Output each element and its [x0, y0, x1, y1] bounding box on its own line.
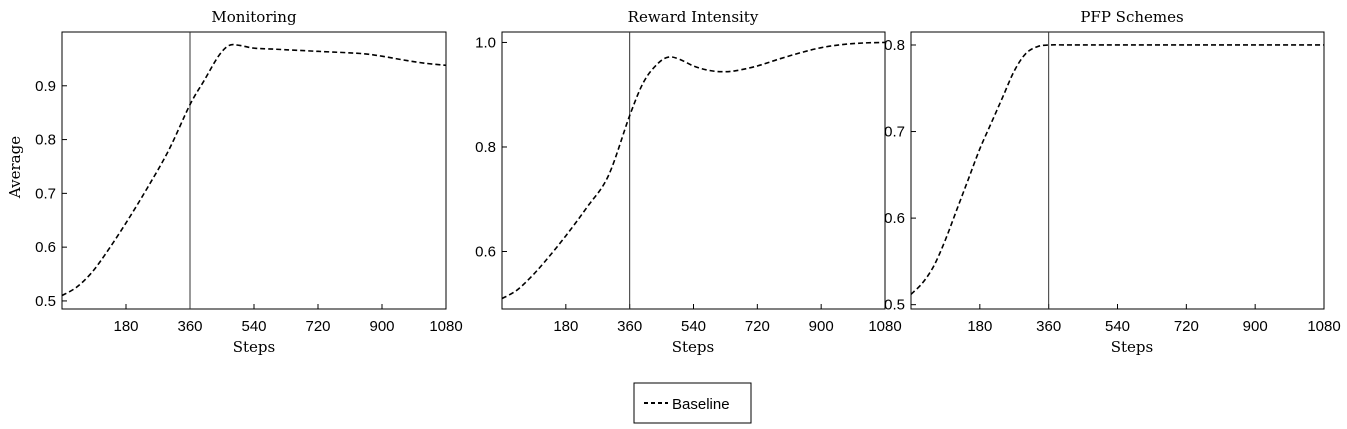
x-tick-label: 1080 [868, 318, 901, 335]
x-tick-label: 180 [967, 318, 992, 335]
y-tick-label: 0.8 [884, 37, 905, 54]
x-tick-label: 540 [681, 318, 706, 335]
series-line-baseline [501, 41, 886, 300]
chart-title: Monitoring [211, 8, 297, 26]
x-tick-label: 720 [745, 318, 770, 335]
y-tick-label: 0.7 [884, 124, 905, 141]
panel-pfp-schemes: PFP Schemes Steps 180 360 540 720 900 1080 0.5… [884, 8, 1341, 356]
y-tick-label: 0.7 [35, 185, 56, 202]
panel-reward-intensity: Reward Intensity Steps 180 360 540 720 900 10… [475, 8, 902, 356]
y-tick-label: 0.6 [884, 210, 905, 227]
y-tick-label: 0.5 [884, 297, 905, 314]
x-tick-label: 900 [1243, 318, 1268, 335]
plot-frame [910, 31, 1325, 310]
y-tick-label: 0.8 [35, 132, 56, 149]
panel-monitoring: Monitoring Average Steps 180 360 540 720 900… [6, 8, 463, 356]
x-tick-label: 900 [369, 318, 394, 335]
x-tick-label: 360 [1036, 318, 1061, 335]
x-axis-label: Steps [672, 338, 714, 356]
chart-title: PFP Schemes [1080, 8, 1183, 26]
y-tick-label: 0.6 [35, 239, 56, 256]
y-tick-label: 0.8 [475, 139, 496, 156]
y-tick-label: 0.6 [475, 244, 496, 261]
legend-label-baseline: Baseline [672, 396, 730, 413]
y-tick-label: 1.0 [475, 34, 496, 51]
y-tick-label: 0.9 [35, 78, 56, 95]
chart-title: Reward Intensity [628, 8, 759, 26]
x-tick-label: 900 [809, 318, 834, 335]
x-tick-label: 720 [305, 318, 330, 335]
x-tick-label: 360 [617, 318, 642, 335]
series-line-baseline [910, 44, 1324, 295]
legend: Baseline [633, 382, 752, 424]
x-tick-label: 540 [1105, 318, 1130, 335]
plot-frame [501, 31, 886, 310]
x-tick-label: 1080 [429, 318, 462, 335]
series-line-baseline [61, 43, 447, 297]
plot-frame [61, 31, 447, 310]
x-tick-label: 720 [1174, 318, 1199, 335]
x-tick-label: 1080 [1307, 318, 1340, 335]
x-tick-label: 360 [177, 318, 202, 335]
x-tick-label: 180 [113, 318, 138, 335]
x-axis-label: Steps [1111, 338, 1153, 356]
y-tick-label: 0.5 [35, 293, 56, 310]
x-tick-label: 180 [553, 318, 578, 335]
y-axis-label: Average [6, 136, 24, 199]
x-tick-label: 540 [241, 318, 266, 335]
x-axis-label: Steps [233, 338, 275, 356]
